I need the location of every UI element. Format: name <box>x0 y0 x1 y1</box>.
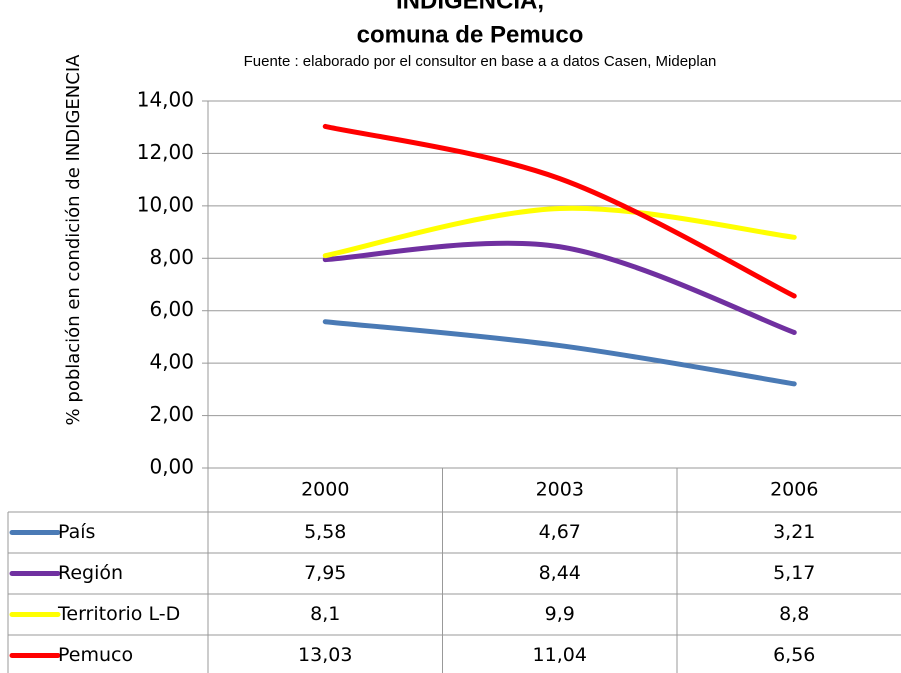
data-label: 5,17 <box>773 562 815 584</box>
y-tick-label: 8,00 <box>149 245 194 269</box>
y-tick-label: 14,00 <box>137 88 194 112</box>
data-label: 8,1 <box>310 603 340 625</box>
data-label: 11,04 <box>533 644 587 666</box>
x-tick-label: 2003 <box>536 479 584 501</box>
chart-title: comuna de Pemuco <box>357 21 584 48</box>
data-label: 5,58 <box>304 521 346 543</box>
data-label: 4,67 <box>539 521 581 543</box>
y-tick-label: 0,00 <box>149 455 194 479</box>
data-label: 7,95 <box>304 562 346 584</box>
y-tick-label: 6,00 <box>149 297 194 321</box>
legend-label: Región <box>58 562 123 584</box>
series-line <box>322 240 797 335</box>
series-line <box>322 123 797 299</box>
y-tick-label: 10,00 <box>137 192 194 216</box>
data-label: 13,03 <box>298 644 352 666</box>
y-tick-label: 12,00 <box>137 140 194 164</box>
data-label: 6,56 <box>773 644 815 666</box>
y-axis-label: % población en condición de INDIGENCIA <box>63 54 84 426</box>
x-tick-label: 2006 <box>770 479 818 501</box>
data-label: 3,21 <box>773 521 815 543</box>
chart-title: INDIGENCIA, <box>396 0 544 14</box>
data-label: 8,8 <box>779 603 809 625</box>
legend-label: País <box>58 521 95 543</box>
data-label: 8,44 <box>539 562 581 584</box>
data-label: 9,9 <box>545 603 575 625</box>
series-line <box>322 205 797 259</box>
x-tick-label: 2000 <box>301 479 349 501</box>
y-tick-label: 4,00 <box>149 350 194 374</box>
chart-subtitle: Fuente : elaborado por el consultor en b… <box>244 53 717 70</box>
legend-label: Pemuco <box>58 644 133 666</box>
series-line <box>322 319 797 387</box>
legend-label: Territorio L-D <box>57 603 180 625</box>
y-tick-label: 2,00 <box>149 402 194 426</box>
